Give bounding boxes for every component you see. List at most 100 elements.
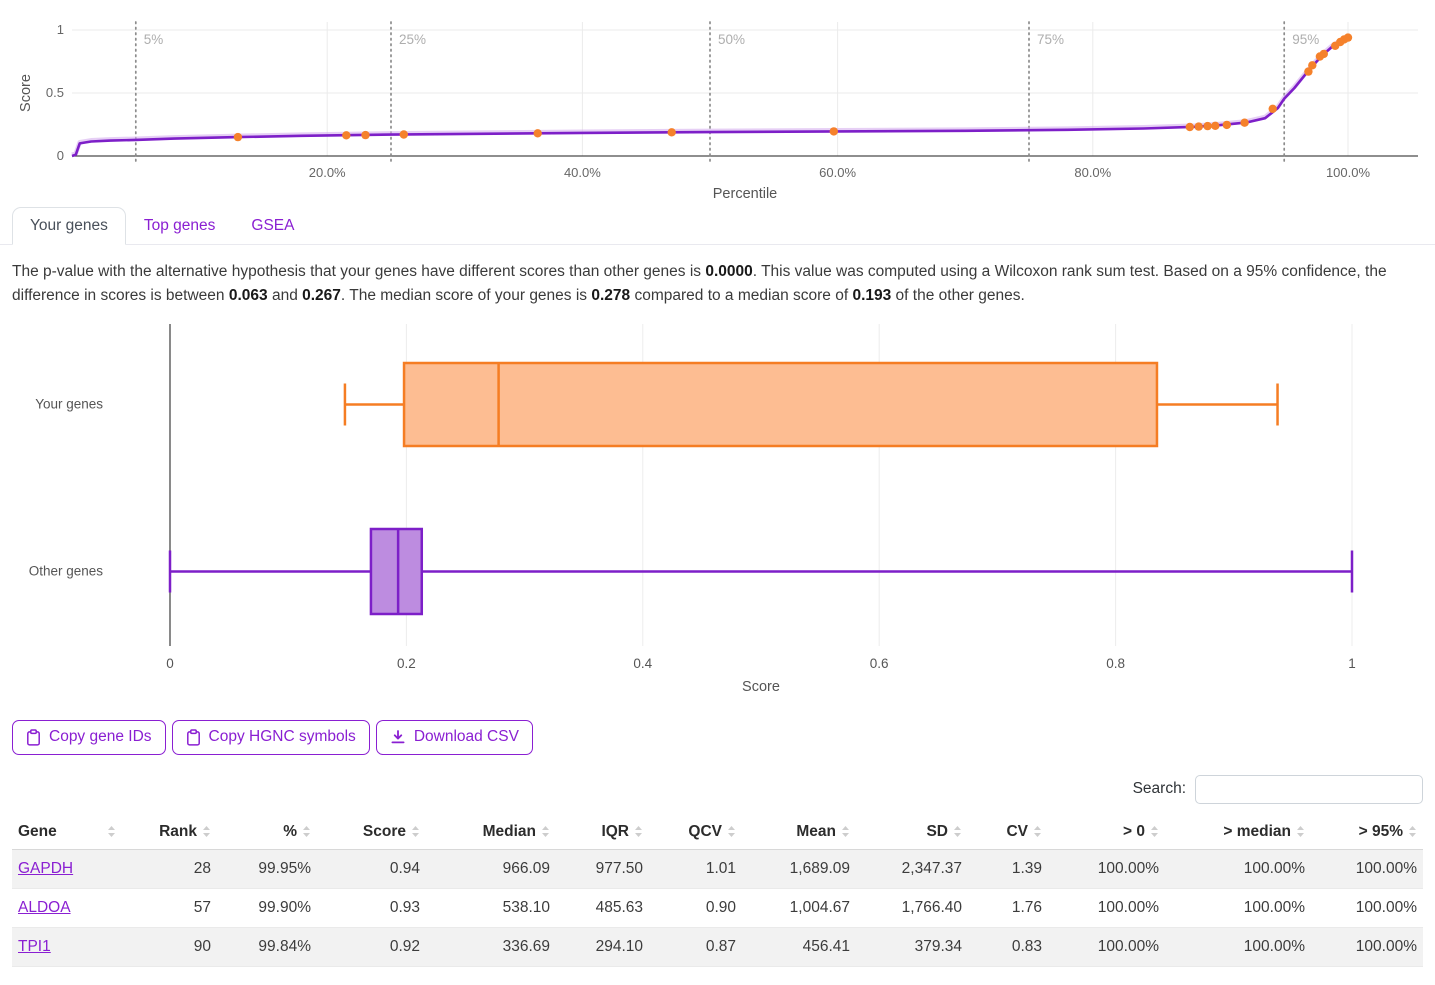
column-label: % [283,822,297,840]
table-row-aldoa: ALDOA 57 99.90% 0.93 538.10 485.63 0.90 1,004.6… [12,888,1423,928]
score-boxplot-chart[interactable]: 0 0.2 0.4 0.6 0.8 1 Your genes Other genes Score [0,316,1435,698]
your-gene-point[interactable] [829,127,838,136]
sort-icon [541,825,550,838]
your-gene-point[interactable] [1194,122,1203,131]
sort-icon [1408,825,1417,838]
search-row: Search: [12,774,1423,804]
table-cell: 966.09 [502,859,550,877]
table-cell: 100.00% [1355,937,1417,955]
your-gene-point[interactable] [233,132,243,142]
gene-link-aldoa[interactable]: ALDOA [18,898,71,916]
gene-table: Gene Rank% Score Median IQR QCV Mean SD CV > 0 > m… [12,814,1423,967]
your-gene-point[interactable] [1308,61,1317,70]
sort-icon [841,825,850,838]
your-gene-point[interactable] [1203,121,1212,131]
your-gene-point[interactable] [1304,67,1313,76]
x-tick-label: 80.0% [1074,165,1111,180]
search-input[interactable] [1195,774,1423,804]
table-cell: 100.00% [1243,937,1305,955]
your-gene-point[interactable] [667,128,676,137]
table-cell: 100.00% [1243,859,1305,877]
box-x-tick-label: 0.6 [870,656,889,671]
summary-value: 0.0000 [705,263,753,280]
your-gene-point[interactable] [1343,33,1353,42]
column-header-item[interactable]: % [217,814,317,850]
score-curve [71,36,1349,158]
column-header-rank[interactable]: Rank [122,814,217,850]
tab-gsea[interactable]: GSEA [251,217,295,234]
table-cell: 28 [193,859,211,877]
tab-your-genes[interactable]: Your genes [12,207,126,245]
your-gene-point[interactable] [1319,49,1329,59]
x-tick-label: 100.0% [1326,165,1371,180]
download-csv-button[interactable]: Download CSV [375,720,533,755]
percentile-marker-label: 5% [144,32,164,47]
x-tick-label: 60.0% [819,165,856,180]
table-cell: 336.69 [502,937,550,955]
sort-icon [1150,825,1159,838]
x-axis-label: Percentile [713,186,777,202]
column-header-0[interactable]: > 0 [1048,814,1165,850]
table-cell: 294.10 [595,937,643,955]
toolbar: Copy gene IDs Copy HGNC symbols Download C… [12,720,1423,755]
column-header-gene[interactable]: Gene [12,814,122,850]
column-header-median[interactable]: > median [1165,814,1311,850]
table-cell: 100.00% [1097,898,1159,916]
table-cell: 1,766.40 [901,898,962,916]
box-your-genes[interactable] [402,361,1159,448]
your-gene-point[interactable] [1268,104,1277,114]
tab-top-genes[interactable]: Top genes [143,217,216,234]
download-icon [390,729,406,745]
table-cell: 99.95% [258,859,311,877]
box-x-tick-label: 0.2 [397,656,416,671]
summary-fragment: . This value was computed using a Wilcox… [12,263,1387,304]
column-header-median[interactable]: Median [426,814,556,850]
column-header-mean[interactable]: Mean [742,814,856,850]
your-gene-point[interactable] [399,130,408,139]
table-header-row: Gene Rank% Score Median IQR QCV Mean SD CV > 0 > m… [12,814,1423,850]
percentile-marker-label: 25% [399,32,426,47]
column-header-cv[interactable]: CV [968,814,1048,850]
your-gene-point[interactable] [361,130,370,140]
copy-gene-ids-button[interactable]: Copy gene IDs [12,720,166,755]
table-cell: 0.90 [705,898,736,916]
box-x-tick-label: 0 [166,656,174,671]
percentile-score-chart[interactable]: 20.0% 40.0% 60.0% 80.0% 100.0% 0 0.5 1 5% 25% 50% 7… [0,0,1435,205]
your-gene-point[interactable] [342,131,351,140]
your-gene-point[interactable] [1222,120,1232,130]
column-header-iqr[interactable]: IQR [556,814,649,850]
column-label: SD [926,822,948,840]
column-header-score[interactable]: Score [317,814,426,850]
sort-icon [727,825,736,838]
sort-icon [302,825,311,838]
box-other-genes[interactable] [369,527,424,616]
your-gene-point[interactable] [533,129,542,138]
table-cell: 99.90% [258,898,311,916]
table-row-tpi1: TPI1 90 99.84% 0.92 336.69 294.10 0.87 456.41 37… [12,927,1423,967]
table-cell: 1,004.67 [789,898,850,916]
gene-link-tpi1[interactable]: TPI1 [18,937,51,955]
box-x-tick-label: 0.8 [1106,656,1125,671]
box-category-label: Your genes [35,397,103,412]
column-label: Gene [18,822,57,840]
copy-hgnc-symbols-button[interactable]: Copy HGNC symbols [171,720,370,755]
column-label: QCV [688,822,722,840]
sort-icon [1033,825,1042,838]
column-header-sd[interactable]: SD [856,814,968,850]
your-gene-point[interactable] [1240,118,1249,127]
summary-fragment: The p-value with the alternative hypothe… [12,263,706,280]
column-header-95[interactable]: > 95% [1311,814,1423,850]
column-label: Median [482,822,536,840]
y-tick-label: 0.5 [46,85,64,100]
box-x-axis-label: Score [742,679,780,695]
clipboard-icon [186,729,201,746]
column-header-qcv[interactable]: QCV [649,814,742,850]
your-gene-point[interactable] [1185,122,1195,132]
table-cell: 100.00% [1355,859,1417,877]
sort-icon [107,825,116,838]
y-tick-label: 0 [57,148,64,163]
table-cell: 538.10 [502,898,550,916]
summary-value: 0.267 [302,287,341,304]
gene-link-gapdh[interactable]: GAPDH [18,859,74,877]
your-gene-point[interactable] [1211,121,1220,130]
